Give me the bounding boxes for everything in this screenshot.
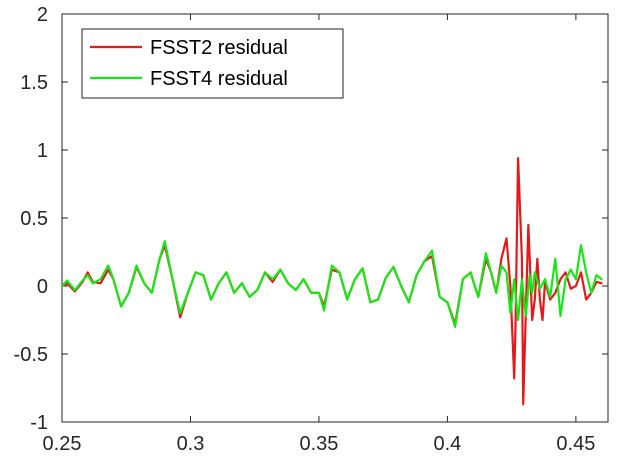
legend-box [81,28,344,99]
x-tick-label: 0.45 [556,433,595,455]
series-lines [60,157,603,406]
y-tick-label: 0 [37,276,48,298]
axis-tick-labels: 0.25 0.3 0.35 0.4 0.45 -1 -0.5 0 0.5 1 1.5 2 [14,4,596,455]
y-tick-label: 0.5 [20,208,48,230]
y-tick-label: 1.5 [20,72,48,94]
legend: FSST2 residual FSST4 residual [81,28,344,99]
axis-ticks [61,13,608,423]
y-tick-label: -0.5 [14,344,48,366]
y-tick-label: -1 [30,412,48,434]
y-tick-label: 2 [37,4,48,26]
legend-label-fsst4: FSST4 residual [150,68,288,90]
x-tick-label: 0.25 [43,433,82,455]
x-tick-label: 0.3 [177,433,205,455]
series-line-fsst4 [60,240,603,328]
x-tick-label: 0.35 [299,433,338,455]
y-tick-label: 1 [37,140,48,162]
legend-label-fsst2: FSST2 residual [150,37,288,59]
x-tick-label: 0.4 [434,433,462,455]
